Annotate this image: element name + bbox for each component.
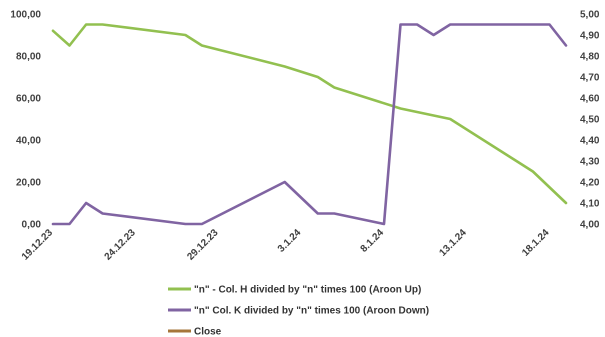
y-right-tick-label: 4,70 [580,73,600,84]
legend-label-1: "n" - Col. H divided by "n" times 100 (A… [194,285,421,296]
y-right-tick-label: 4,10 [580,199,600,210]
series-line-2 [53,25,566,225]
y-right-tick-label: 4,90 [580,31,600,42]
x-tick-label: 18.1.24 [520,227,552,259]
y-right-tick-label: 5,00 [580,10,600,21]
y-left-tick-label: 80,00 [16,52,41,63]
x-tick-label: 24.12.23 [103,227,139,263]
x-tick-label: 8.1.24 [359,227,387,255]
y-left-tick-label: 0,00 [22,220,42,231]
y-right-tick-label: 4,80 [580,52,600,63]
series-line-1 [53,25,566,204]
x-tick-label: 29.12.23 [185,227,221,263]
y-right-tick-label: 4,50 [580,115,600,126]
legend-label-2: "n" Col. K divided by "n" times 100 (Aro… [194,306,429,317]
x-tick-label: 19.12.23 [20,227,56,263]
y-left-tick-label: 60,00 [16,94,41,105]
y-left-tick-label: 100,00 [10,10,41,21]
x-tick-label: 13.1.24 [437,227,469,259]
y-right-tick-label: 4,00 [580,220,600,231]
y-right-tick-label: 4,30 [580,157,600,168]
y-right-tick-label: 4,20 [580,178,600,189]
y-left-tick-label: 40,00 [16,136,41,147]
legend-label-3: Close [194,327,222,337]
y-left-tick-label: 20,00 [16,178,41,189]
y-right-tick-label: 4,60 [580,94,600,105]
x-tick-label: 3.1.24 [276,227,304,255]
y-right-tick-label: 4,40 [580,136,600,147]
